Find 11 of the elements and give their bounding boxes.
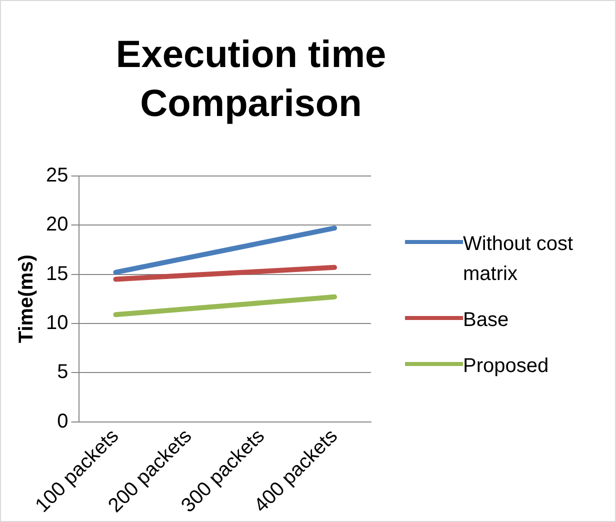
legend-label: Base (463, 308, 509, 333)
y-tick-label: 5 (57, 361, 68, 384)
y-tick-label: 0 (57, 410, 68, 432)
y-tick-label: 10 (46, 312, 68, 334)
legend-label: Without cost matrix (463, 232, 574, 287)
legend-label: Proposed (463, 354, 549, 379)
y-tick-label: 25 (46, 164, 68, 187)
y-tick-label: 20 (46, 214, 68, 236)
chart-title: Execution time Comparison (114, 33, 388, 128)
y-tick-label: 15 (46, 262, 68, 285)
y-axis-title: Time(ms) (16, 254, 38, 344)
